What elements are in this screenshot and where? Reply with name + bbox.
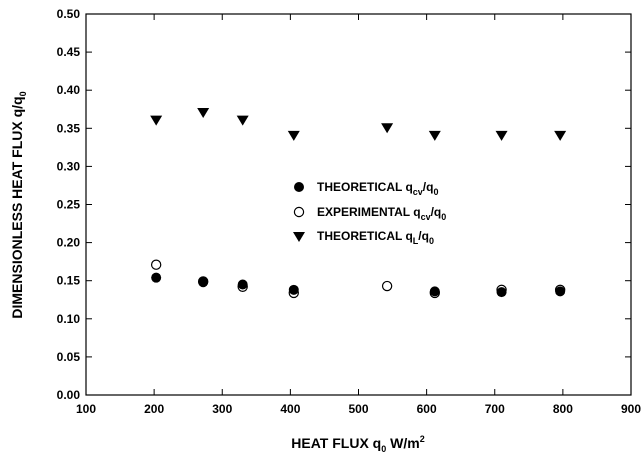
data-point-theoretical-ql bbox=[287, 130, 300, 141]
data-point-theoretical-qcv bbox=[198, 277, 209, 288]
x-tick-label: 600 bbox=[417, 402, 437, 416]
legend-item-experimental-qcv: EXPERIMENTAL qcv/q0 bbox=[293, 205, 446, 222]
data-point-experimental-qcv bbox=[150, 259, 162, 270]
data-point-theoretical-ql bbox=[150, 115, 163, 126]
y-axis: 0.00 0.05 0.10 0.15 0.20 0.25 0.30 0.35 0.40 0.45… bbox=[57, 7, 631, 402]
data-point-theoretical-ql bbox=[197, 108, 210, 119]
data-point-theoretical-ql bbox=[236, 115, 249, 126]
y-axis-title: DIMENSIONLESS HEAT FLUX q/q0 bbox=[9, 91, 28, 318]
y-tick-label: 0.00 bbox=[57, 388, 81, 402]
data-point-experimental-qcv bbox=[288, 287, 299, 299]
legend-open-circle-icon bbox=[293, 206, 305, 218]
x-tick-label: 900 bbox=[621, 402, 641, 416]
data-point-experimental-qcv bbox=[554, 284, 566, 296]
x-tick-label: 500 bbox=[348, 402, 368, 416]
data-point-experimental-qcv bbox=[237, 281, 248, 292]
y-tick-label: 0.35 bbox=[57, 121, 81, 135]
y-tick-label: 0.15 bbox=[57, 274, 81, 288]
y-tick-label: 0.25 bbox=[57, 198, 81, 212]
legend-label: EXPERIMENTAL qcv/q0 bbox=[317, 205, 446, 222]
y-tick-label: 0.10 bbox=[57, 312, 81, 326]
data-point-theoretical-ql bbox=[428, 130, 441, 141]
y-tick-label: 0.50 bbox=[57, 7, 81, 21]
legend-label: THEORETICAL qcv/q0 bbox=[317, 180, 438, 197]
data-point-experimental-qcv bbox=[429, 287, 440, 299]
legend-item-theoretical-ql: THEORETICAL qL/q0 bbox=[293, 229, 434, 246]
data-point-theoretical-qcv bbox=[288, 284, 299, 295]
y-tick-label: 0.20 bbox=[57, 236, 81, 250]
legend-down-triangle-icon bbox=[293, 232, 305, 242]
y-tick-label: 0.05 bbox=[57, 350, 81, 364]
legend-filled-circle-icon bbox=[294, 182, 304, 192]
data-point-theoretical-qcv bbox=[151, 272, 162, 283]
legend-item-theoretical-qcv: THEORETICAL qcv/q0 bbox=[294, 180, 438, 197]
legend-label: THEORETICAL qL/q0 bbox=[317, 229, 434, 246]
data-point-experimental-qcv bbox=[197, 276, 209, 287]
y-tick-label: 0.45 bbox=[57, 45, 81, 59]
data-point-theoretical-qcv bbox=[237, 279, 248, 290]
data-point-theoretical-qcv bbox=[496, 287, 507, 298]
x-tick-label: 100 bbox=[76, 402, 96, 416]
y-tick-label: 0.40 bbox=[57, 83, 81, 97]
data-point-experimental-qcv bbox=[496, 284, 507, 296]
x-tick-label: 300 bbox=[212, 402, 232, 416]
x-tick-label: 200 bbox=[144, 402, 164, 416]
x-tick-label: 700 bbox=[485, 402, 505, 416]
x-tick-label: 400 bbox=[280, 402, 300, 416]
data-point-theoretical-ql bbox=[495, 130, 508, 141]
data-point-theoretical-ql bbox=[381, 123, 394, 134]
y-tick-label: 0.30 bbox=[57, 159, 81, 173]
x-tick-label: 800 bbox=[553, 402, 573, 416]
data-point-experimental-qcv bbox=[381, 280, 393, 292]
x-axis-title: HEAT FLUX q0 W/m2 bbox=[291, 434, 424, 454]
legend: THEORETICAL qcv/q0 EXPERIMENTAL qcv/q0 T… bbox=[293, 180, 446, 246]
data-point-theoretical-ql bbox=[554, 130, 567, 141]
x-axis: 100 200 300 400 500 600 700 800 900 bbox=[76, 14, 641, 416]
data-marks bbox=[150, 108, 567, 299]
